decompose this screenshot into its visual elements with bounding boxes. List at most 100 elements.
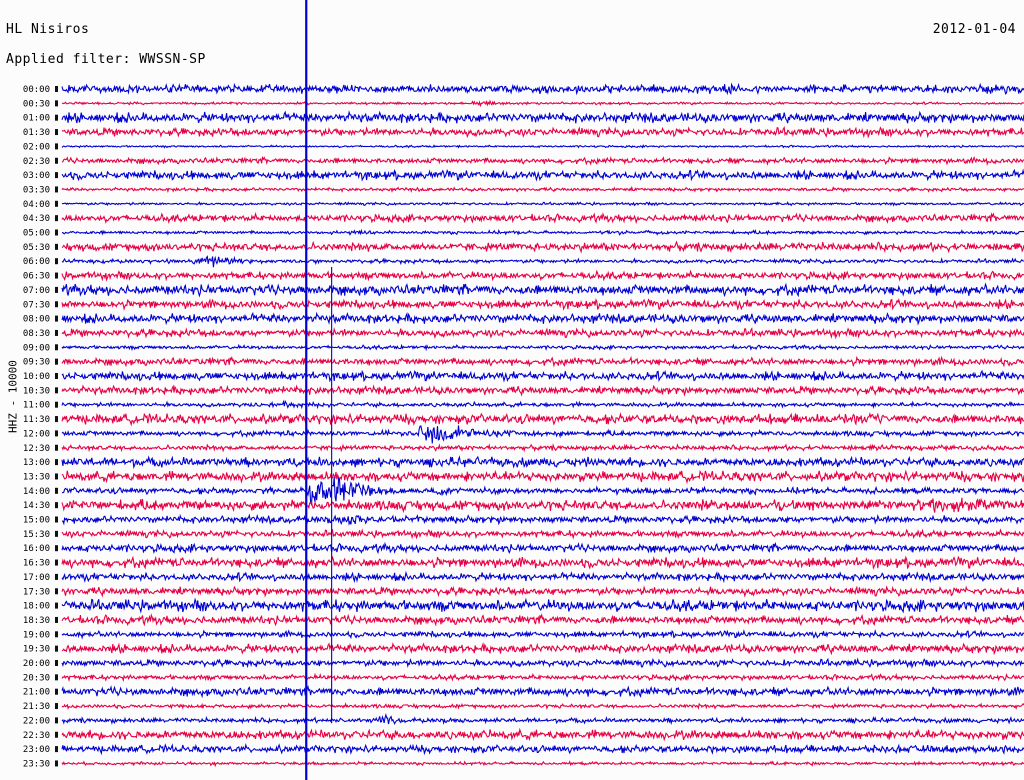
row-tick [55,86,58,92]
station-name: HL Nisiros [6,22,90,37]
trace-line [61,672,1024,683]
row-tick [55,286,58,293]
time-axis-label: 04:30 [23,214,50,224]
applied-filter-label: Applied filter: WWSSN-SP [6,52,206,67]
row-tick [55,616,58,623]
time-axis-label: 02:30 [23,157,50,167]
time-axis-label: 15:00 [23,516,50,526]
time-axis-label: 07:30 [23,300,50,310]
time-axis-label: 00:30 [23,99,50,109]
time-axis-label: 10:30 [23,386,50,396]
time-axis-label: 18:00 [23,602,50,612]
trace-line [61,82,1024,96]
time-axis-label: 11:30 [23,415,50,425]
row-tick [55,157,58,164]
row-tick [55,444,58,451]
time-axis-label: 19:30 [23,645,50,655]
trace-line [61,597,1024,614]
time-axis-label: 12:30 [23,444,50,454]
time-axis-label: 11:00 [23,401,50,411]
row-tick [55,387,58,394]
row-tick [55,631,58,638]
row-tick [55,573,58,580]
trace-line [61,555,1024,570]
record-date: 2012-01-04 [932,22,1016,37]
row-tick [55,229,58,236]
trace-line [61,497,1024,514]
time-axis-label: 23:30 [23,759,50,769]
trace-line [61,297,1024,311]
trace-line [61,657,1024,669]
row-tick [55,358,58,365]
trace-line [61,255,1024,268]
trace-line [61,327,1024,340]
trace-line [61,713,1024,726]
trace-line [61,185,1024,193]
time-axis-label: 20:00 [23,659,50,669]
time-axis-label: 20:30 [23,673,50,683]
row-tick [55,473,58,480]
trace-line [61,355,1024,368]
time-axis-label: 22:30 [23,731,50,741]
time-axis-label: 14:30 [23,501,50,511]
trace-line [61,144,1024,149]
row-tick [55,200,58,207]
trace-line [61,168,1024,182]
row-tick [55,530,58,537]
time-axis-label: 19:00 [23,630,50,640]
row-tick [55,602,58,609]
time-axis-label: 06:00 [23,257,50,267]
time-axis-label: 09:30 [23,358,50,368]
time-axis-label: 21:00 [23,688,50,698]
trace-line [61,702,1024,711]
row-tick [55,315,58,322]
row-tick [55,688,58,695]
trace-line [61,727,1024,742]
row-tick [55,588,58,595]
trace-line [61,541,1024,555]
trace-line [61,469,1024,485]
row-tick [55,545,58,552]
trace-line [61,528,1024,540]
row-tick [55,243,58,250]
trace-line [61,477,1024,507]
row-tick [55,401,58,408]
trace-line [61,760,1024,768]
trace-line [61,110,1024,124]
row-tick [55,186,58,193]
row-tick [55,717,58,724]
time-axis-label: 07:00 [23,286,50,296]
time-axis-label: 23:00 [23,745,50,755]
row-tick [55,143,58,150]
row-tick [55,487,58,494]
time-axis-label: 13:30 [23,472,50,482]
row-tick [55,516,58,523]
time-axis-label: 01:30 [23,128,50,138]
time-axis-label: 17:00 [23,573,50,583]
time-axis-label: 04:00 [23,200,50,210]
row-tick [55,114,58,121]
trace-line [61,269,1024,282]
row-tick [55,100,58,107]
trace-line [61,443,1024,453]
trace-line [61,282,1024,298]
trace-line [61,228,1024,236]
row-tick [55,129,58,136]
row-tick [55,373,58,379]
trace-line [61,311,1024,326]
time-axis-label: 02:00 [23,142,50,152]
time-axis-label: 17:30 [23,587,50,597]
time-axis-label: 16:30 [23,559,50,569]
time-axis-label: 06:30 [23,272,50,282]
time-axis-label: 12:00 [23,429,50,439]
row-tick [55,416,58,423]
time-axis-label: 03:30 [23,185,50,195]
trace-line [61,742,1024,756]
time-axis-label: 01:00 [23,114,50,124]
time-axis-label: 08:30 [23,329,50,339]
row-tick [55,172,58,179]
time-axis-label: 00:00 [23,85,50,95]
row-tick [55,660,58,666]
trace-line [61,455,1024,470]
